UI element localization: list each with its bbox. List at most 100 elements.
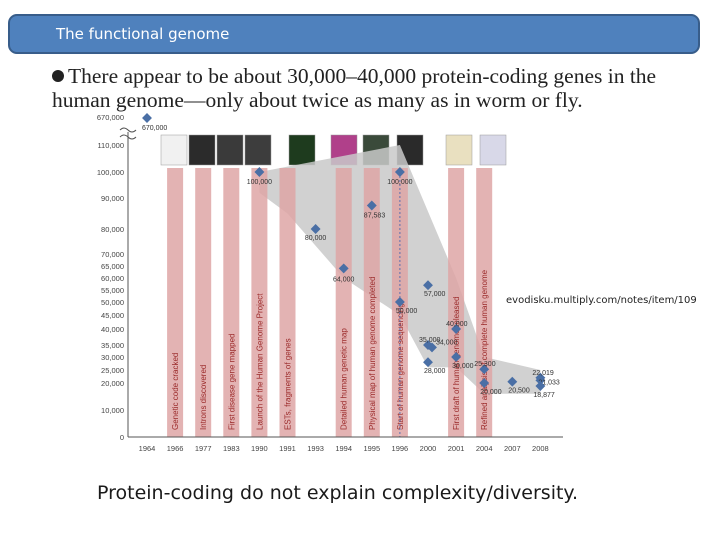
x-tick-label-8: 1995: [363, 444, 380, 453]
event-thumbnail-9: [479, 134, 507, 166]
estimate-label-10: 28,000: [424, 368, 446, 375]
event-label-6: Physical map of human genome completed: [368, 277, 377, 430]
y-tick-label-6: 40,000: [101, 325, 124, 334]
estimate-label-5: 100,000: [387, 179, 412, 186]
event-band-3: [251, 168, 268, 437]
estimate-point-9: [427, 342, 437, 353]
estimate-label-4: 87,583: [364, 212, 386, 219]
estimate-point-5: [394, 167, 405, 177]
estimate-label-8: 35,000: [419, 337, 441, 344]
event-band-2: [223, 168, 240, 437]
y-tick-label-5: 35,000: [101, 341, 124, 350]
estimate-label-1: 100,000: [247, 179, 272, 186]
headline: There appear to be about 30,000–40,000 p…: [52, 64, 672, 112]
estimate-label-0: 670,000: [142, 125, 167, 132]
estimate-point-0: [142, 113, 152, 123]
y-tick-label-14: 90,000: [101, 194, 124, 203]
event-band-0: [167, 168, 184, 437]
y-tick-label-13: 80,000: [101, 225, 124, 234]
event-label-0: Genetic code cracked: [171, 353, 180, 430]
y-tick-label-3: 25,000: [101, 366, 124, 375]
x-tick-label-11: 2001: [448, 444, 465, 453]
axis-break-mark: [119, 127, 137, 140]
x-tick-label-9: 1996: [392, 444, 409, 453]
x-tick-label-0: 1964: [139, 444, 156, 453]
estimate-label-18: 18,877: [533, 392, 555, 399]
estimate-point-2: [310, 224, 321, 234]
event-label-3: Launch of the Human Genome Project: [255, 293, 264, 430]
y-tick-label-top: 670,000: [97, 113, 124, 122]
y-tick-label-0: 0: [120, 433, 124, 442]
event-thumbnail-3: [244, 134, 272, 166]
estimate-label-11: 40,000: [446, 321, 468, 328]
event-band-1: [195, 168, 212, 437]
estimate-label-2: 80,000: [305, 235, 327, 242]
event-label-9: Refined analysis of complete human genom…: [480, 269, 489, 430]
x-tick-label-12: 2004: [476, 444, 493, 453]
estimate-label-13: 25,300: [474, 361, 496, 368]
estimate-point-10: [423, 357, 433, 368]
estimate-point-15: [507, 376, 518, 387]
estimate-point-3: [338, 263, 349, 274]
slide-title: The functional genome: [56, 25, 230, 43]
event-label-1: Introns discovered: [199, 365, 208, 430]
y-tick-label-4: 30,000: [101, 353, 124, 362]
event-label-7: Start of human genome sequencing: [396, 303, 405, 430]
y-tick-label-2: 20,000: [101, 379, 124, 388]
x-tick-label-6: 1993: [307, 444, 324, 453]
y-tick-label-16: 110,000: [97, 141, 124, 150]
event-band-5: [335, 168, 352, 437]
y-tick-label-1: 10,000: [101, 406, 124, 415]
estimate-point-11: [451, 324, 462, 334]
event-thumbnail-4: [288, 134, 316, 166]
event-band-4: [279, 168, 296, 437]
estimate-point-17: [535, 375, 546, 386]
estimate-label-7: 57,000: [424, 291, 446, 298]
y-tick-label-8: 50,000: [101, 298, 124, 307]
estimate-point-4: [366, 200, 377, 211]
event-label-5: Detailed human genetic map: [340, 328, 349, 430]
estimate-label-3: 64,000: [333, 276, 355, 283]
event-label-8: First draft of human genome released: [452, 297, 461, 430]
slide-caption: Protein-coding do not explain complexity…: [97, 482, 579, 504]
estimate-point-12: [451, 352, 462, 362]
event-thumbnail-2: [216, 134, 244, 166]
estimate-point-1: [254, 167, 265, 177]
estimate-label-14: 20,000: [480, 389, 502, 396]
event-thumbnail-8: [445, 134, 473, 166]
y-tick-label-10: 60,000: [101, 274, 124, 283]
estimate-point-13: [479, 364, 490, 375]
event-thumbnail-1: [188, 134, 216, 166]
x-tick-label-13: 2007: [504, 444, 521, 453]
estimate-label-15: 20,500: [508, 388, 530, 395]
x-tick-label-1: 1966: [167, 444, 184, 453]
slide-title-bar: The functional genome: [8, 14, 700, 54]
event-band-8: [448, 168, 465, 437]
x-tick-label-7: 1994: [335, 444, 352, 453]
x-tick-label-10: 2000: [420, 444, 437, 453]
estimate-label-17: 21,033: [538, 379, 560, 386]
event-label-2: First disease gene mapped: [227, 334, 236, 431]
estimate-label-9: 34,000: [436, 339, 458, 346]
estimate-point-7: [423, 280, 433, 291]
x-tick-label-4: 1990: [251, 444, 268, 453]
y-tick-label-7: 45,000: [101, 311, 124, 320]
x-tick-label-14: 2008: [532, 444, 549, 453]
event-thumbnail-0: [160, 134, 188, 166]
x-tick-label-3: 1983: [223, 444, 240, 453]
y-tick-label-12: 70,000: [101, 250, 124, 259]
estimate-point-6: [394, 297, 405, 307]
bullet-icon: [52, 70, 64, 82]
event-label-4: ESTs, fragments of genes: [284, 338, 293, 430]
event-band-6: [363, 168, 380, 437]
estimate-label-6: 50,000: [396, 308, 418, 315]
estimate-label-12: 30,000: [452, 363, 474, 370]
estimate-point-18: [535, 381, 546, 391]
y-tick-label-15: 100,000: [97, 168, 124, 177]
x-tick-label-5: 1991: [279, 444, 296, 453]
source-url: evodisku.multiply.com/notes/item/109: [506, 295, 697, 306]
y-tick-label-9: 55,000: [101, 286, 124, 295]
x-tick-label-2: 1977: [195, 444, 212, 453]
headline-text: There appear to be about 30,000–40,000 p…: [52, 64, 657, 112]
